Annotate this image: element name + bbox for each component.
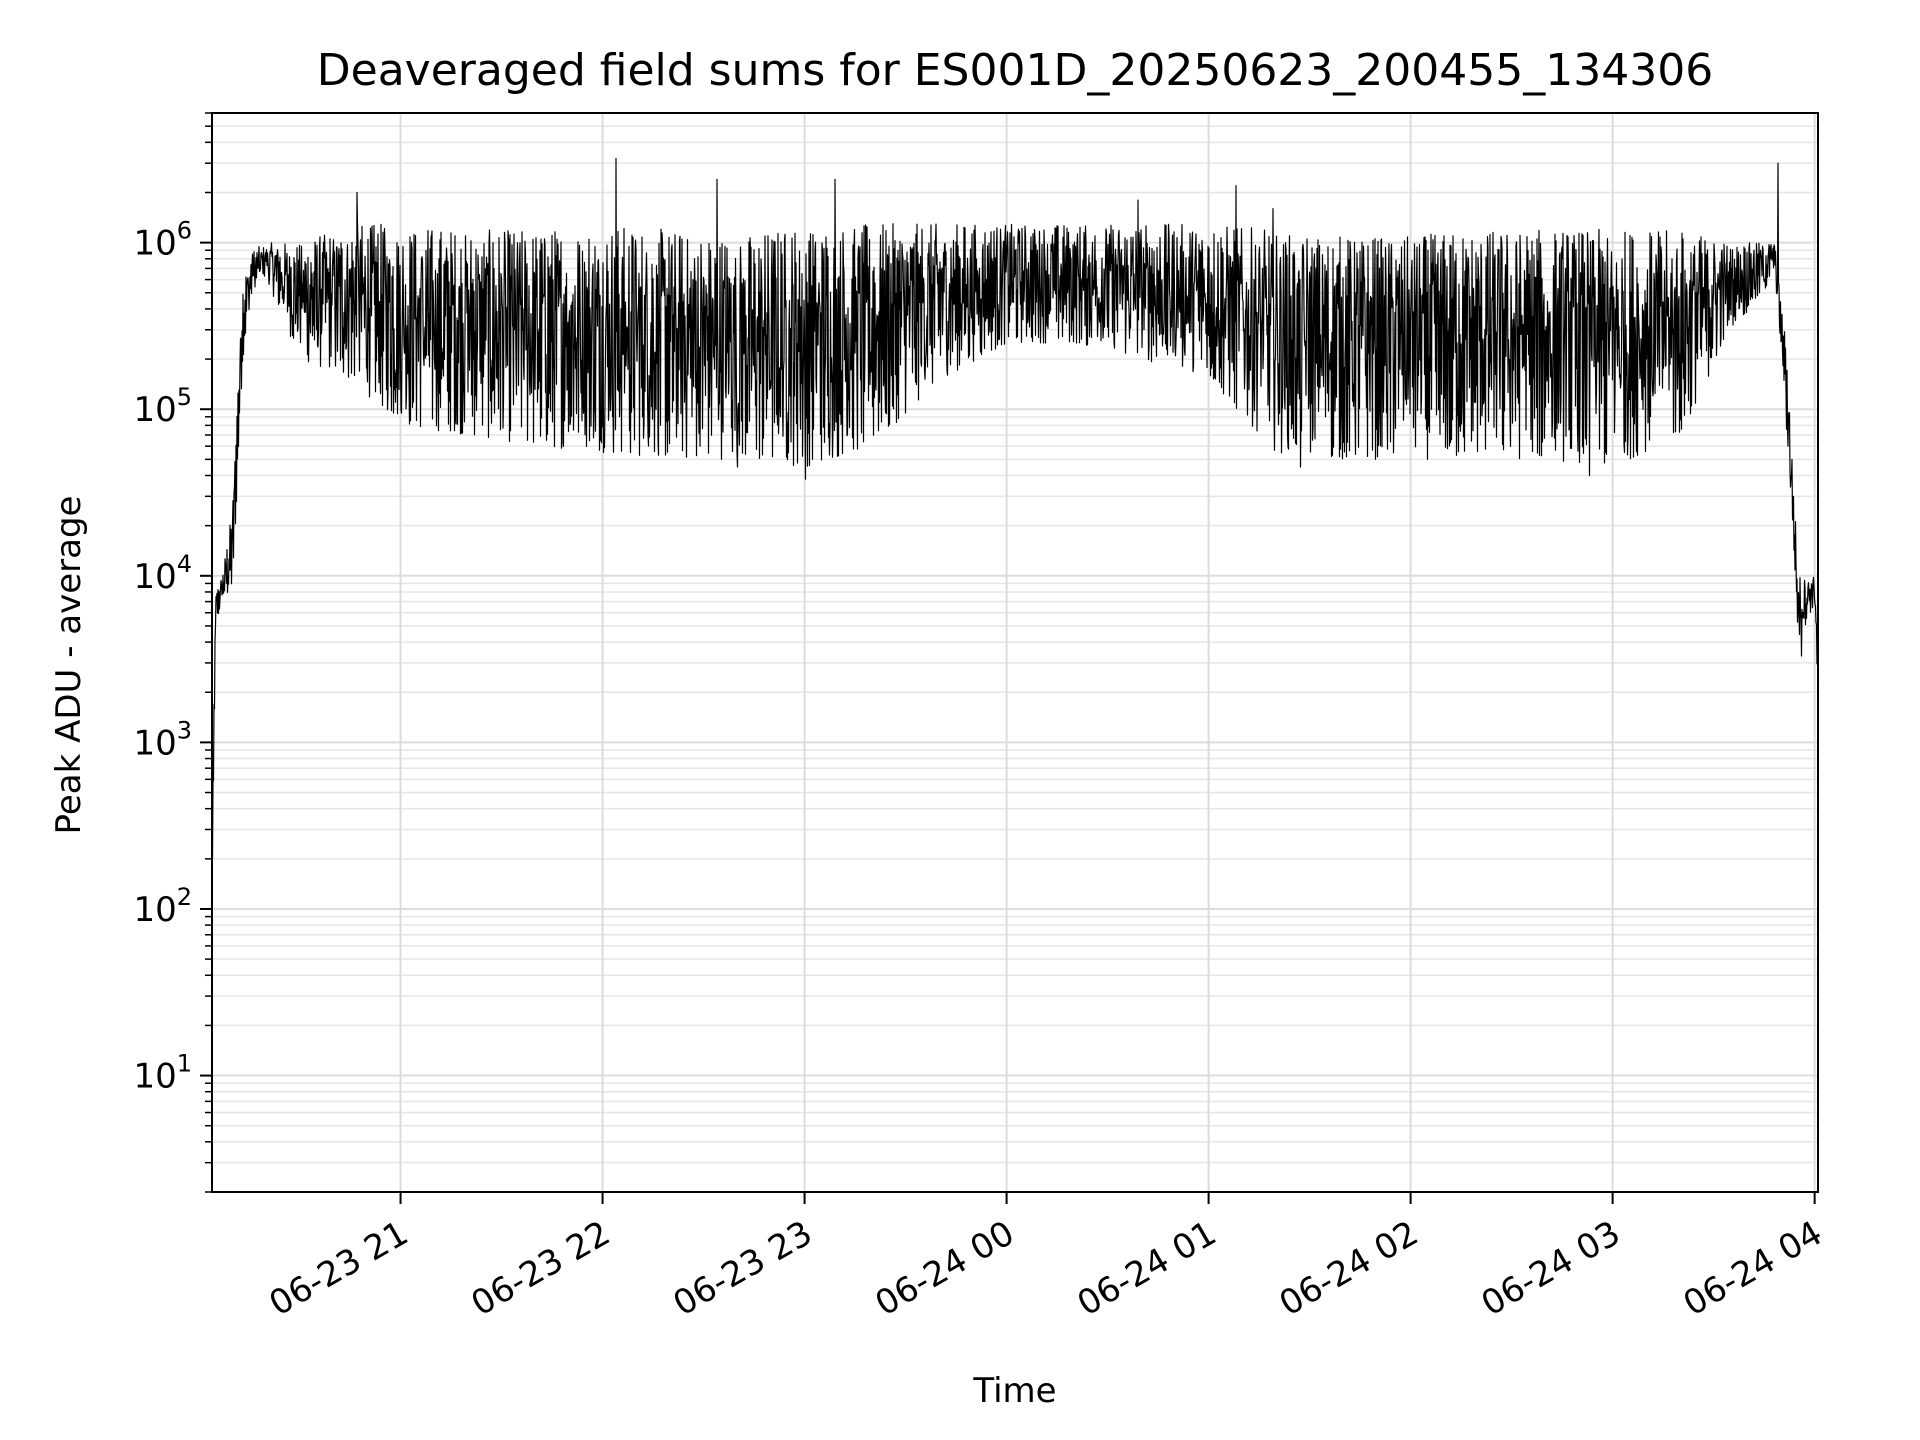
y-tick-exponent: 2 bbox=[177, 883, 192, 911]
y-tick-exponent: 6 bbox=[177, 217, 192, 245]
y-tick-exponent: 4 bbox=[177, 550, 192, 578]
y-tick-exponent: 1 bbox=[177, 1050, 192, 1078]
y-axis-label: Peak ADU - average bbox=[49, 496, 89, 835]
grid-minor-lines bbox=[212, 112, 1818, 1193]
x-axis-label: Time bbox=[972, 1371, 1056, 1411]
y-tick-base: 10 bbox=[133, 890, 176, 930]
series-line bbox=[211, 157, 1820, 860]
y-tick-label: 103 bbox=[133, 716, 192, 763]
y-tick-base: 10 bbox=[133, 723, 176, 763]
series-path bbox=[211, 157, 1820, 860]
y-tick-label: 102 bbox=[133, 883, 192, 930]
y-tick-label: 104 bbox=[133, 550, 192, 597]
y-tick-exponent: 3 bbox=[177, 716, 192, 744]
y-tick-base: 10 bbox=[133, 390, 176, 430]
y-tick-exponent: 5 bbox=[177, 383, 192, 411]
y-tick-base: 10 bbox=[133, 224, 176, 264]
y-tick-label: 106 bbox=[133, 217, 192, 264]
y-tick-label: 101 bbox=[133, 1050, 192, 1097]
y-tick-label: 105 bbox=[133, 383, 192, 430]
y-tick-base: 10 bbox=[133, 557, 176, 597]
chart-title: Deaveraged field sums for ES001D_2025062… bbox=[317, 45, 1713, 96]
plot-frame bbox=[211, 112, 1819, 1193]
y-tick-base: 10 bbox=[133, 1057, 176, 1097]
